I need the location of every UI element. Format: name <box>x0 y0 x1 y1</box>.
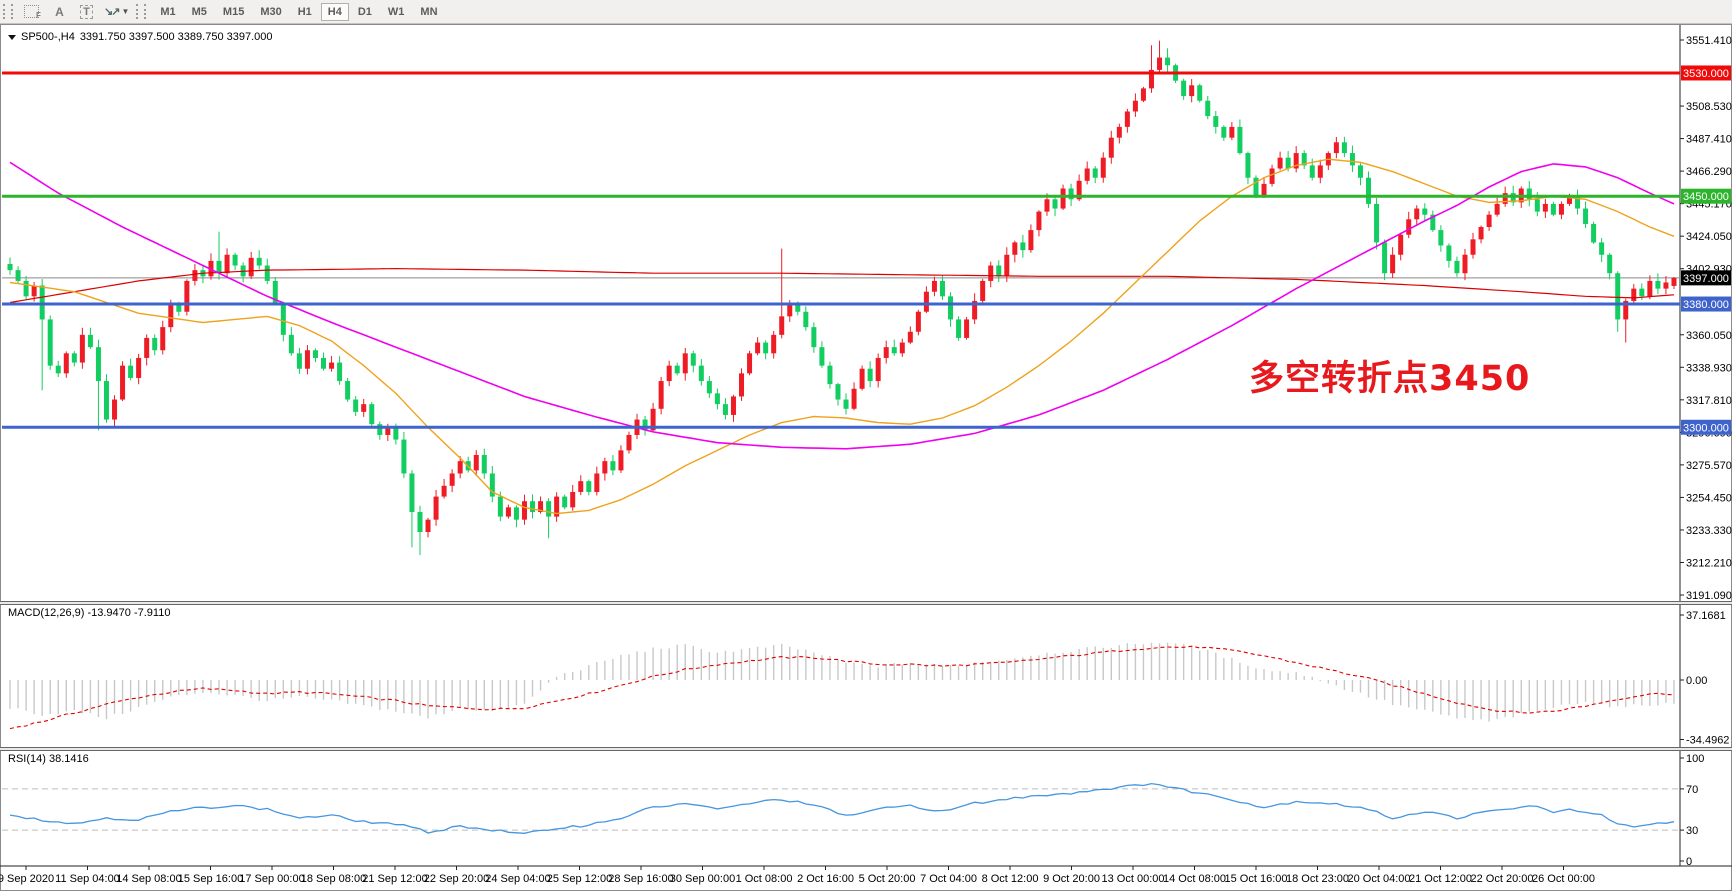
timeframe-button-m15[interactable]: M15 <box>216 3 251 21</box>
time-tick-label: 14 Sep 08:00 <box>116 873 181 885</box>
rsi-axis-label: 0 <box>1686 856 1692 868</box>
time-tick-label: 20 Oct 04:00 <box>1348 873 1411 885</box>
time-tick-label: 7 Oct 04:00 <box>920 873 977 885</box>
price-tick-label: 3487.410 <box>1686 134 1732 146</box>
price-badge-label: 3530.000 <box>1683 68 1729 80</box>
ma-red-line <box>9 267 1675 304</box>
time-tick-label: 24 Sep 04:00 <box>485 873 550 885</box>
ma-orange-line-layer <box>9 158 1675 515</box>
text-label-icon[interactable]: A <box>46 2 73 22</box>
time-tick-label: 17 Sep 00:00 <box>239 873 304 885</box>
toolbar-drag-handle[interactable] <box>3 4 13 19</box>
time-tick-label: 18 Sep 08:00 <box>301 873 366 885</box>
horizontal-lines-layer[interactable] <box>2 71 1680 429</box>
price-badge-label: 3450.000 <box>1683 191 1729 203</box>
symbol-title-bar[interactable]: SP500-,H4 3391.750 3397.500 3389.750 339… <box>8 31 273 43</box>
time-tick-label: 5 Oct 20:00 <box>859 873 916 885</box>
timeframe-button-h1[interactable]: H1 <box>291 3 319 21</box>
time-tick-label: 8 Oct 12:00 <box>982 873 1039 885</box>
rsi-pane <box>2 782 1680 834</box>
pane-divider-2[interactable] <box>0 747 1732 751</box>
chart-text-annotation[interactable]: 多空转折点3450 <box>1249 359 1531 399</box>
timeframe-button-w1[interactable]: W1 <box>381 3 412 21</box>
collapse-triangle-icon[interactable] <box>8 34 16 40</box>
time-tick-label: 13 Oct 00:00 <box>1102 873 1165 885</box>
price-tick-label: 3233.330 <box>1686 525 1732 537</box>
timeframe-drag-handle[interactable] <box>136 4 147 19</box>
timeframe-button-d1[interactable]: D1 <box>351 3 379 21</box>
price-badge-label: 3300.000 <box>1683 422 1729 434</box>
macd-signal-line <box>9 645 1675 730</box>
time-tick-label: 25 Sep 12:00 <box>547 873 612 885</box>
price-tick-label: 3551.410 <box>1686 35 1732 47</box>
arrow-objects-icon[interactable]: ↘↗ ▼ <box>100 2 133 22</box>
timeframe-button-m30[interactable]: M30 <box>253 3 288 21</box>
price-tick-label: 3360.050 <box>1686 330 1732 342</box>
time-tick-label: 11 Sep 04:00 <box>55 873 120 885</box>
price-tick-label: 3275.570 <box>1686 460 1732 472</box>
price-badge-label: 3397.000 <box>1683 273 1729 285</box>
time-tick-label: 9 Sep 2020 <box>0 873 54 885</box>
text-box-icon[interactable]: T <box>73 2 100 22</box>
price-tick-label: 3212.210 <box>1686 557 1732 569</box>
rsi-line <box>9 782 1675 834</box>
time-tick-label: 21 Oct 12:00 <box>1409 873 1472 885</box>
rsi-axis-label: 30 <box>1686 825 1698 837</box>
price-tick-label: 3254.450 <box>1686 492 1732 504</box>
price-badge-3397 <box>1681 270 1731 286</box>
time-tick-label: 15 Oct 16:00 <box>1225 873 1288 885</box>
chart-canvas[interactable]: 3551.4103508.5303487.4103466.2903445.170… <box>0 24 1732 891</box>
macd-axis-label: 37.1681 <box>1686 610 1726 622</box>
timeframe-button-mn[interactable]: MN <box>413 3 444 21</box>
price-badge-3380 <box>1681 296 1731 312</box>
rsi-indicator-label: RSI(14) 38.1416 <box>8 753 89 765</box>
price-tick-label: 3424.050 <box>1686 231 1732 243</box>
timeframe-button-m5[interactable]: M5 <box>185 3 214 21</box>
macd-axis-label: -34.4962 <box>1686 735 1729 747</box>
symbol-period-label: SP500-,H4 <box>21 31 75 43</box>
macd-indicator-label: MACD(12,26,9) -13.9470 -7.9110 <box>8 607 171 619</box>
price-tick-label: 3466.290 <box>1686 166 1732 178</box>
toolbar-icon-group: F A T ↘↗ ▼ <box>19 2 133 22</box>
price-badge-label: 3380.000 <box>1683 299 1729 311</box>
price-tick-label: 3317.810 <box>1686 395 1732 407</box>
chart-grid-icon[interactable]: F <box>19 2 46 22</box>
timeframe-button-h4[interactable]: H4 <box>320 2 349 21</box>
ma-orange-line <box>9 158 1675 515</box>
toolbar: F A T ↘↗ ▼ M1 M5 M15 M30 H1 H4 D1 W1 MN <box>0 0 1732 24</box>
timeframe-button-m1[interactable]: M1 <box>153 3 182 21</box>
price-tick-label: 3338.930 <box>1686 362 1732 374</box>
macd-pane <box>9 642 1675 730</box>
indicator-axis[interactable]: 37.1681 0.00 -34.4962 100 70 30 0 <box>1680 610 1729 868</box>
rsi-axis-label: 100 <box>1686 753 1704 765</box>
ma-red-line-layer <box>9 267 1675 304</box>
price-tick-label: 3508.530 <box>1686 101 1732 113</box>
chart-frame <box>0 24 1732 891</box>
price-badge-3300 <box>1681 419 1731 435</box>
time-tick-label: 2 Oct 16:00 <box>797 873 854 885</box>
time-tick-label: 1 Oct 08:00 <box>736 873 793 885</box>
price-badge-3530 <box>1681 65 1731 81</box>
ohlc-readout: 3391.750 3397.500 3389.750 3397.000 <box>79 31 273 43</box>
timeframe-group: M1 M5 M15 M30 H1 H4 D1 W1 MN <box>152 2 445 21</box>
time-tick-label: 15 Sep 16:00 <box>178 873 243 885</box>
time-tick-label: 22 Sep 20:00 <box>424 873 489 885</box>
time-tick-label: 9 Oct 20:00 <box>1043 873 1100 885</box>
macd-axis-label: 0.00 <box>1686 675 1707 687</box>
time-tick-label: 22 Oct 20:00 <box>1471 873 1534 885</box>
time-tick-label: 14 Oct 08:00 <box>1163 873 1226 885</box>
time-tick-label: 18 Oct 23:00 <box>1286 873 1349 885</box>
price-axis[interactable]: 3551.4103508.5303487.4103466.2903445.170… <box>1680 35 1732 602</box>
time-tick-label: 30 Sep 00:00 <box>670 873 735 885</box>
pane-divider-1[interactable] <box>0 601 1732 605</box>
price-tick-label: 3191.090 <box>1686 590 1732 602</box>
time-tick-label: 21 Sep 12:00 <box>362 873 427 885</box>
rsi-axis-label: 70 <box>1686 784 1698 796</box>
price-badge-3450 <box>1681 188 1731 204</box>
time-tick-label: 28 Sep 16:00 <box>608 873 673 885</box>
time-tick-label: 26 Oct 00:00 <box>1532 873 1595 885</box>
